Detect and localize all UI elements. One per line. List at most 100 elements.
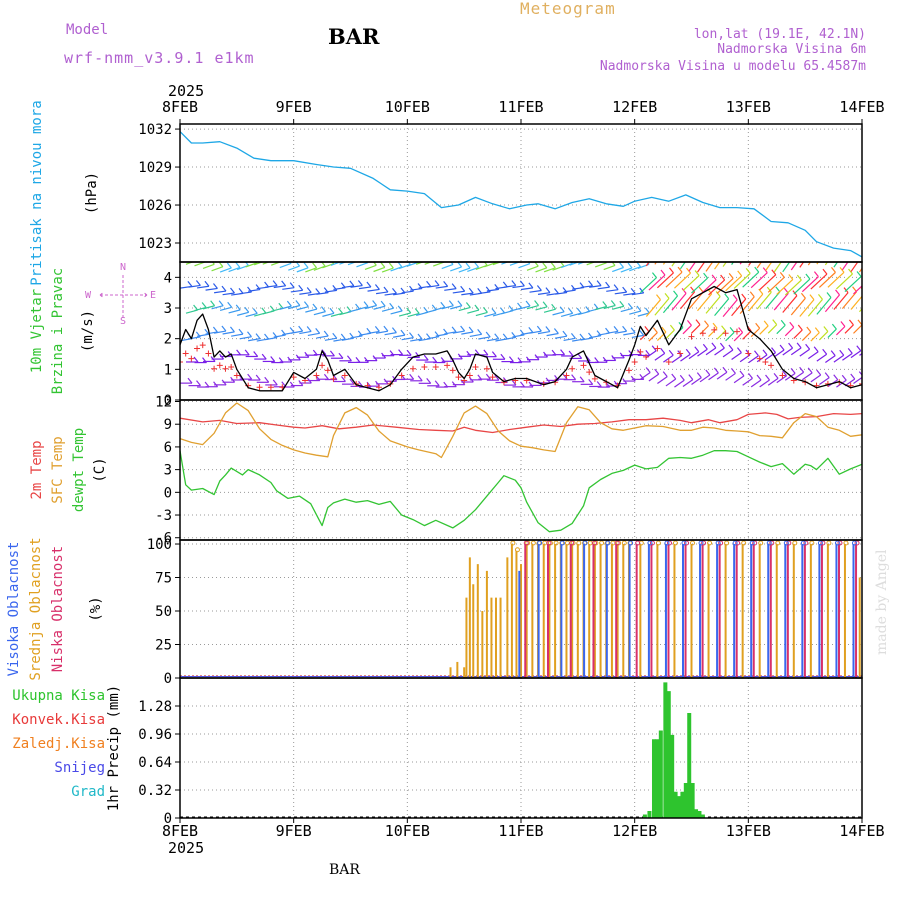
gust-marker [211,365,218,372]
wind-barb [401,337,414,341]
wind-barb [836,326,846,336]
wind-barb-flag [269,305,275,312]
precip-legend-item: Konvek.Kisa [12,712,105,728]
wind-barb-flag [669,324,675,331]
gust-marker [319,362,326,369]
gust-marker [205,350,212,357]
wind-barbs [180,262,862,391]
wind-barb-flag [527,262,531,265]
wind-barb-flag [596,280,602,286]
wind-barb-flag [389,302,395,309]
wind-barb [742,271,760,288]
wind-barb-flag [211,262,215,265]
wind-barb [714,347,725,356]
wind-barb-flag [711,342,717,349]
gust-marker [489,374,496,381]
wind-barb-flag [559,262,565,267]
wind-barb-flag [323,330,329,337]
cloud-bar-cap [684,540,690,546]
wind-barb [313,311,326,316]
x-tick-label: 11FEB [498,98,543,116]
x-tick-label: 12FEB [612,822,657,840]
gust-marker [398,372,405,379]
wind-barb [563,289,576,293]
wind-barb [842,352,853,361]
wind-barb-flag [482,307,488,313]
wind-barb [799,299,815,317]
wind-barb-flag [483,349,489,356]
wind-barb [827,271,845,288]
gust-marker [722,330,729,337]
wind-barb [537,292,551,295]
wind-barb [467,309,480,314]
wind-barb-flag [407,262,411,265]
wind-barb [645,299,661,317]
gust-marker [444,362,451,369]
wind-barb [467,266,479,273]
wind-barb [614,330,627,334]
wind-barb-flag [732,294,738,301]
wind-barb [836,273,853,290]
wind-barb [367,330,380,335]
wind-barb-flag [238,328,244,335]
wind-barb-flag [187,281,193,287]
y-tick-label: 0.96 [138,727,172,743]
wind-barb-flag [639,374,645,380]
wind-barb-flag [431,304,437,311]
wind-barb [810,332,820,342]
wind-barb-flag [695,319,701,326]
wind-barb-flag [602,356,608,363]
wind-barb [790,347,802,356]
wind-barb [776,279,794,295]
wind-barb [662,295,679,314]
precip-bar [683,783,688,818]
wind-barb-flag [622,325,628,332]
wind-barb-flag [686,319,692,326]
gust-marker [432,364,439,371]
wind-barb [282,287,295,290]
precip-bar [676,796,681,818]
wind-barb [273,334,286,338]
ylabel-high-cloud: Visoka Oblacnost [6,542,22,677]
wind-barb-flag [340,333,346,340]
wind-barb-flag [426,280,432,287]
wind-barb-flag [364,356,369,363]
wind-barb [722,349,734,358]
model-elevation: Nadmorska Visina u modelu 65.4587m [600,59,866,74]
cloud-bar-cap [809,540,815,546]
wind-barb-flag [295,262,301,267]
wind-barb-flag [252,308,258,314]
wind-barb-flag [485,331,491,338]
wind-barb [589,335,602,339]
wind-barb [705,296,721,314]
cloud-bar-cap [664,540,670,546]
wind-barb [682,379,694,388]
wind-barb-flag [477,328,483,335]
wind-barb-flag [315,327,321,334]
wind-barb-flag [244,306,250,313]
wind-barb [648,274,666,291]
wind-barb [714,298,730,317]
ylabel-low-cloud: Niska Oblacnost [50,546,66,672]
wind-barb-flag [630,375,636,382]
wind-barb [725,372,736,381]
wind-barb [543,308,556,313]
cloud-bar-cap [510,540,516,546]
wind-barb [554,335,568,339]
credit-watermark: made by Angel [874,549,890,655]
wind-barb-flag [765,374,770,381]
wind-barb-flag [560,349,566,356]
cloud-bar-cap [834,540,840,546]
wind-barb-flag [782,370,788,377]
wind-barb-flag [652,327,658,333]
wind-barb-flag [545,287,551,294]
wind-barb-flag [397,305,403,312]
wind-barb-flag [221,325,227,332]
wind-barb [850,350,862,359]
wind-barb-flag [745,268,751,274]
wind-barb [620,307,633,313]
wind-barb [767,276,785,293]
gust-marker [455,374,462,381]
gust-marker [222,365,229,372]
wind-barb-flag [656,294,661,301]
